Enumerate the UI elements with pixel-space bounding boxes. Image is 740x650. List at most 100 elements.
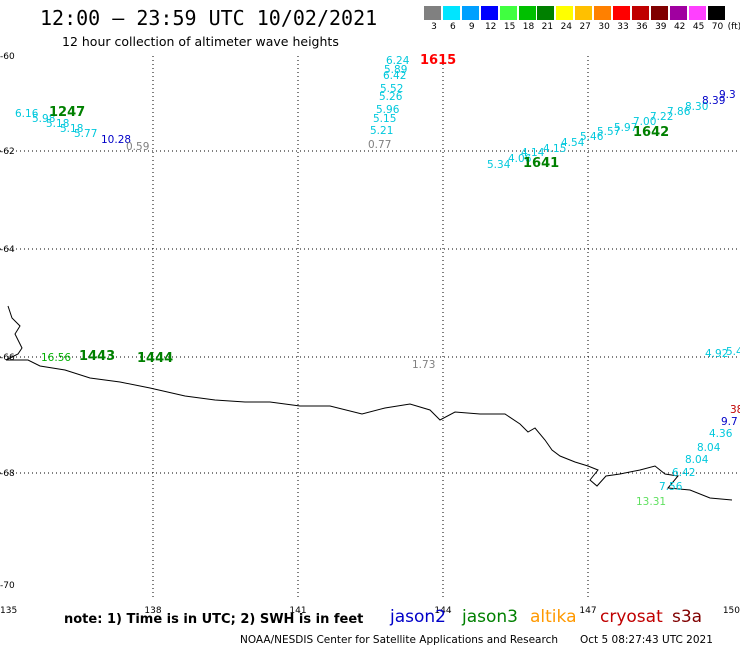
wave-height-label: 4.14 <box>521 147 545 159</box>
latitude-label: -70 <box>0 581 15 591</box>
credit-line: NOAA/NESDIS Center for Satellite Applica… <box>240 634 558 646</box>
legend-swatch <box>556 6 574 20</box>
latitude-label: -60 <box>0 52 15 62</box>
satellite-altika-label: altika <box>530 607 577 627</box>
wave-height-label: 8.39 <box>702 95 725 107</box>
legend-swatch <box>480 6 498 20</box>
wave-height-label: 6.42 <box>383 70 406 82</box>
legend-label: 18 <box>522 22 535 32</box>
wave-height-label: 5.34 <box>487 159 511 171</box>
observation-time-label: 1444 <box>137 351 173 366</box>
wave-height-label: 0.59 <box>126 141 149 153</box>
map-grid: 135 138 141 144 147 150 -60 -62 -64 -66 -68 -70 <box>0 52 740 616</box>
legend-swatch <box>594 6 612 20</box>
legend-swatch <box>424 6 441 20</box>
wave-height-label: 6.42 <box>672 467 695 479</box>
satellite-jason3-label: jason3 <box>462 607 518 627</box>
satellite-s3a-label: s3a <box>672 607 703 627</box>
legend-swatch <box>650 6 668 20</box>
wave-height-label: 5.57 <box>597 126 620 138</box>
wave-height-label: 8.04 <box>697 442 721 454</box>
observation-time-label: 1641 <box>523 156 559 171</box>
latitude-label: -62 <box>0 147 15 157</box>
observation-time-label: 1615 <box>420 53 456 68</box>
wave-height-label: 8.04 <box>685 454 709 466</box>
legend-swatch <box>631 6 649 20</box>
legend-label: 39 <box>655 22 667 32</box>
legend-label: 3 <box>431 22 437 32</box>
legend-label: 30 <box>598 22 610 32</box>
legend-swatch <box>537 6 555 20</box>
wave-height-label: 9.7 <box>721 416 738 428</box>
wave-height-label: 6.24 <box>386 55 410 67</box>
longitude-label: 150 <box>723 606 740 616</box>
longitude-label: 141 <box>289 606 306 616</box>
wave-height-label: 13.31 <box>636 496 666 508</box>
wave-height-label: 5.21 <box>370 125 393 137</box>
legend-label: 27 <box>579 22 591 32</box>
legend-swatch <box>688 6 706 20</box>
longitude-label: 138 <box>144 606 161 616</box>
wave-height-label: 10.28 <box>101 134 131 146</box>
latitude-label: -68 <box>0 469 15 479</box>
legend-label: 42 <box>673 22 686 32</box>
wave-height-label: 7.56 <box>659 481 683 493</box>
wave-height-label: 5.26 <box>379 91 403 103</box>
wave-height-label: 0.77 <box>368 139 391 151</box>
wave-height-label: 7.00 <box>633 116 656 128</box>
latitude-label: -66 <box>0 353 15 363</box>
legend-label: 15 <box>503 22 516 32</box>
legend-swatch <box>575 6 593 20</box>
observation-time-label: 1247 <box>49 105 85 120</box>
footer-note: note: 1) Time is in UTC; 2) SWH is in fe… <box>64 612 364 627</box>
wave-height-label: 5.96 <box>376 104 400 116</box>
legend-label: 6 <box>450 22 456 32</box>
legend-swatch <box>669 6 687 20</box>
wave-height-label: 5.4 <box>726 346 740 358</box>
wave-height-label: 5.52 <box>380 83 403 95</box>
longitude-label: 135 <box>0 606 17 616</box>
wave-height-label: 5.77 <box>74 128 97 140</box>
wave-height-label: 4.92 <box>705 348 728 360</box>
legend-swatch <box>707 6 725 20</box>
page-title: 12:00 – 23:59 UTC 10/02/2021 <box>40 6 378 30</box>
wave-height-label: 5.18 <box>46 118 69 130</box>
legend-swatch <box>499 6 517 20</box>
satellite-jason2-label: jason2 <box>390 607 446 627</box>
wave-height-label: 16.56 <box>41 352 71 364</box>
observation-time-label: 1642 <box>633 125 669 140</box>
latitude-label: -64 <box>0 245 15 255</box>
wave-height-label: 9.3 <box>719 89 736 101</box>
legend-label: 24 <box>560 22 573 32</box>
wave-height-label: 4.06 <box>508 153 532 165</box>
wave-height-label: 5.15 <box>373 113 396 125</box>
wave-height-label: 7.22 <box>650 111 673 123</box>
wave-height-label: 6.16 <box>15 108 39 120</box>
wave-height-label: 1.73 <box>412 359 435 371</box>
wave-height-label: 4.54 <box>561 137 585 149</box>
antarctic-coastline <box>5 305 733 501</box>
wave-height-label: 5.98 <box>32 113 55 125</box>
legend-label: 70 <box>711 22 724 32</box>
observation-time-label: 1443 <box>79 349 115 364</box>
legend-label: 33 <box>617 22 629 32</box>
wave-height-label: 5.46 <box>580 131 604 143</box>
legend-swatch <box>442 6 460 20</box>
wave-height-label: 7.86 <box>667 106 691 118</box>
legend-unit-label: (ft) <box>727 22 740 32</box>
wave-height-label: 8.30 <box>685 101 708 113</box>
wave-height-label: 4.15 <box>543 143 566 155</box>
generation-timestamp: Oct 5 08:27:43 UTC 2021 <box>580 634 713 646</box>
legend-label: 36 <box>636 22 648 32</box>
wave-height-label: 4.36 <box>709 428 733 440</box>
longitude-label: 147 <box>579 606 596 616</box>
satellite-cryosat-label: cryosat <box>600 607 663 627</box>
legend-swatch <box>518 6 536 20</box>
page-subtitle: 12 hour collection of altimeter wave hei… <box>62 34 339 49</box>
wave-height-label: 5.18 <box>60 123 83 135</box>
wave-height-label: 5.89 <box>384 64 407 76</box>
legend-label: 9 <box>468 22 475 32</box>
wave-height-label: 5.97 <box>614 122 637 134</box>
longitude-label: 144 <box>434 606 451 616</box>
